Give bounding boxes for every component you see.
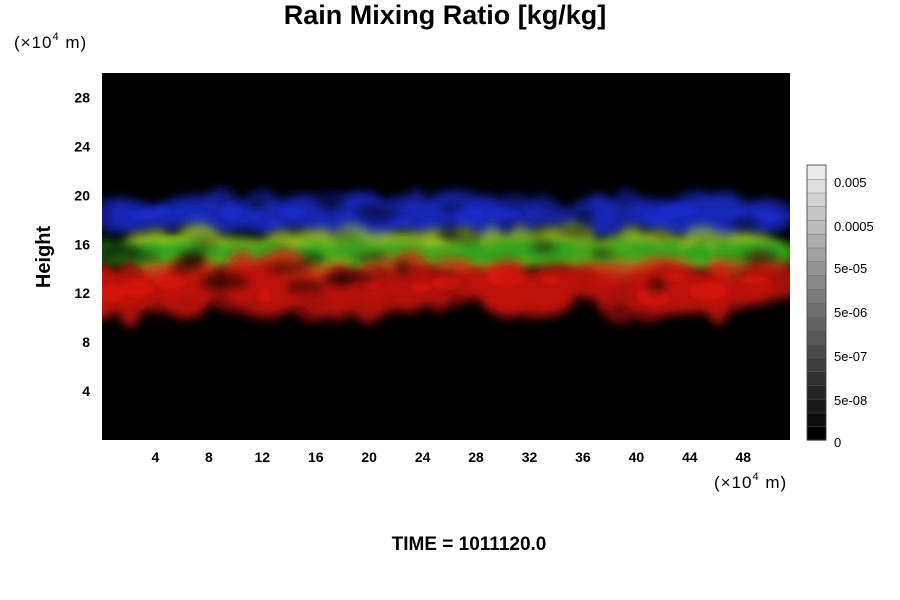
x-tick-label: 8 xyxy=(205,449,213,465)
y-tick-label: 20 xyxy=(74,187,90,203)
x-unit-label: (×104 m) xyxy=(714,471,787,492)
colorbar-swatch xyxy=(806,192,827,207)
colorbar-swatch xyxy=(806,426,827,441)
chart-title: Rain Mixing Ratio [kg/kg] xyxy=(284,0,607,30)
colorbar-swatch xyxy=(806,233,827,249)
colorbar-swatch xyxy=(806,412,827,427)
colorbar-swatch xyxy=(806,206,827,221)
x-tick-label: 32 xyxy=(522,449,538,465)
colorbar-swatch xyxy=(806,247,827,262)
y-tick-label: 28 xyxy=(74,89,90,105)
x-tick-label: 12 xyxy=(255,449,271,465)
colorbar-labels: 0.005 0.0005 5e-05 5e-06 5e-07 5e-08 0 xyxy=(834,175,874,450)
colorbar-label: 5e-07 xyxy=(834,349,867,364)
x-tick-label: 36 xyxy=(575,449,591,465)
colorbar xyxy=(806,164,827,441)
rain-bands xyxy=(102,187,790,328)
x-tick-label: 20 xyxy=(361,449,377,465)
x-tick-label: 40 xyxy=(629,449,645,465)
colorbar-swatch xyxy=(806,164,827,180)
colorbar-swatch xyxy=(806,274,827,290)
colorbar-swatch xyxy=(806,178,827,194)
colorbar-label: 0.0005 xyxy=(834,219,874,234)
colorbar-swatch xyxy=(806,261,827,276)
colorbar-swatch xyxy=(806,288,827,304)
colorbar-swatch xyxy=(806,329,827,345)
x-tick-label: 16 xyxy=(308,449,324,465)
x-tick-label: 24 xyxy=(415,449,431,465)
colorbar-swatch xyxy=(806,357,827,372)
colorbar-label: 5e-05 xyxy=(834,261,867,276)
y-tick-label: 16 xyxy=(74,236,90,252)
y-tick-label: 8 xyxy=(82,334,90,350)
x-tick-label: 44 xyxy=(682,449,698,465)
y-tick-label: 4 xyxy=(82,383,90,399)
colorbar-frame xyxy=(806,164,827,441)
colorbar-swatch xyxy=(806,343,827,359)
colorbar-swatch xyxy=(806,219,827,235)
colorbar-swatch xyxy=(806,371,827,386)
colorbar-swatch xyxy=(806,316,827,331)
colorbar-swatch xyxy=(806,384,827,400)
band-gaps xyxy=(102,193,779,295)
time-label: TIME = 1011120.0 xyxy=(392,534,547,555)
colorbar-label: 5e-06 xyxy=(834,305,867,320)
y-tick-labels: 4 8 12 16 20 24 28 xyxy=(74,89,90,399)
x-tick-label: 28 xyxy=(468,449,484,465)
colorbar-swatch xyxy=(806,398,827,414)
colorbar-swatch xyxy=(806,302,827,317)
rain-band xyxy=(102,248,790,328)
colorbar-label: 0.005 xyxy=(834,175,867,190)
x-tick-label: 4 xyxy=(152,449,160,465)
colorbar-label: 5e-08 xyxy=(834,393,867,408)
y-unit-label: (×104 m) xyxy=(14,31,87,52)
colorbar-label: 0 xyxy=(834,435,841,450)
y-axis-label: Height xyxy=(33,226,55,289)
x-tick-label: 48 xyxy=(735,449,751,465)
y-tick-label: 24 xyxy=(74,138,90,154)
x-tick-labels: 4 8 12 16 20 24 28 32 36 40 44 48 xyxy=(152,449,752,465)
y-tick-label: 12 xyxy=(74,285,90,301)
